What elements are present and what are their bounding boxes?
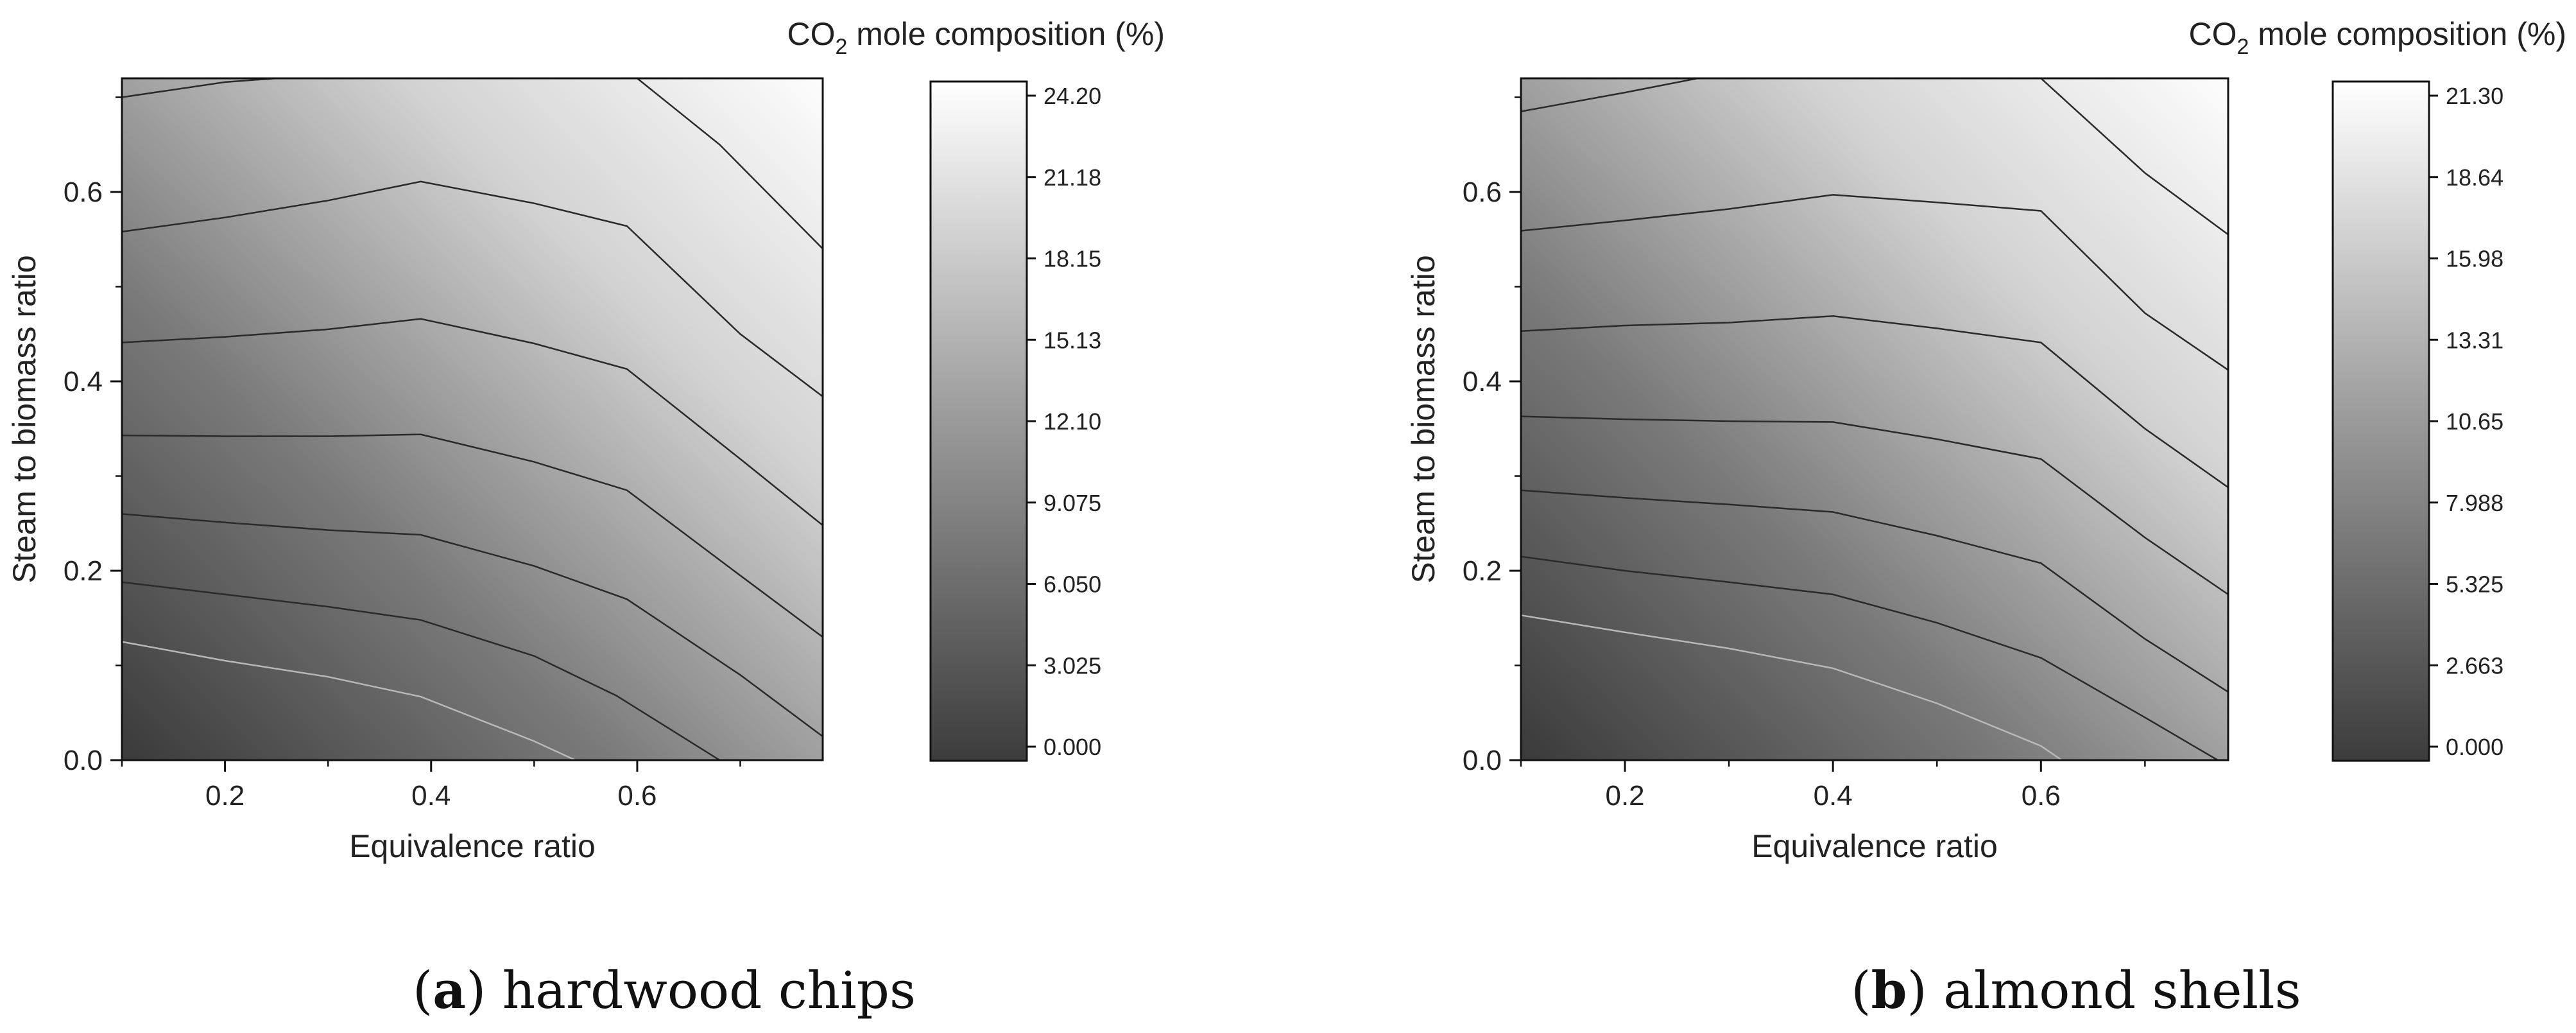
contour-line [637, 78, 823, 250]
colorbar-tick-label: 21.30 [2446, 83, 2503, 109]
colorbar-tick-label: 18.64 [2446, 164, 2503, 191]
y-tick-label: 0.0 [64, 745, 103, 776]
contour-line [121, 433, 823, 638]
colorbar-tick-label: 21.18 [1043, 164, 1101, 191]
x-tick-label: 0.4 [411, 780, 451, 812]
y-tick-label: 0.2 [1463, 555, 1502, 587]
colorbar-tick-label: 2.663 [2446, 652, 2503, 679]
colorbar-tick-label: 9.075 [1043, 490, 1101, 516]
colorbar-b [2331, 80, 2430, 762]
y-tick-label: 0.6 [64, 177, 103, 208]
plot-frame-a [121, 77, 824, 761]
contour-line [121, 641, 576, 761]
x-axis-label-a: Equivalence ratio [349, 828, 596, 864]
contour-lines-b [1520, 77, 2229, 761]
contour-line [1520, 415, 2229, 595]
contour-line [1520, 77, 1698, 112]
colorbar-ticks-b: 0.000 2.663 5.325 7.988 10.65 13.31 15.98 18.64… [2429, 83, 2503, 760]
colorbar-tick-label: 12.10 [1043, 408, 1101, 435]
y-tick-label: 0.4 [64, 366, 103, 397]
y-tick-label: 0.4 [1463, 366, 1502, 397]
contour-line [121, 180, 823, 397]
colorbar-title-b: CO2 mole composition (%) [2188, 16, 2566, 59]
contour-line [1520, 194, 2229, 371]
colorbar-tick-label: 0.000 [1043, 734, 1101, 760]
x-tick-label: 0.4 [1814, 780, 1853, 812]
colorbar-tick-label: 0.000 [2446, 734, 2503, 760]
x-tick-label: 0.6 [617, 780, 657, 812]
plot-area-b [1520, 77, 2229, 761]
contour-line [121, 581, 721, 761]
contour-line [1520, 315, 2229, 489]
colorbar-tick-label: 7.988 [2446, 490, 2503, 516]
colorbar-tick-label: 10.65 [2446, 408, 2503, 435]
axis-ticks-b: 0.2 0.4 0.6 0.0 0.2 0.4 0.6 [1463, 96, 2146, 812]
colorbar-tick-label: 5.325 [2446, 571, 2503, 598]
plot-area-a [121, 77, 824, 761]
colorbar-title-a: CO2 mole composition (%) [787, 16, 1165, 59]
colorbar-tick-label: 15.98 [2446, 246, 2503, 272]
y-tick-label: 0.6 [1463, 177, 1502, 208]
x-tick-label: 0.2 [205, 780, 245, 812]
contour-lines-a [121, 77, 823, 761]
contour-line [1520, 489, 2229, 693]
x-tick-label: 0.2 [1605, 780, 1644, 812]
y-axis-label-a: Steam to biomass ratio [6, 255, 42, 583]
y-tick-label: 0.0 [1463, 745, 1502, 776]
caption-a: (a) hardwood chips [413, 960, 916, 1020]
contour-line [2040, 78, 2229, 236]
caption-b: (b) almond shells [1851, 960, 2301, 1020]
colorbar-tick-label: 15.13 [1043, 327, 1101, 353]
y-axis-label-b: Steam to biomass ratio [1405, 255, 1441, 583]
contour-line [121, 318, 823, 526]
colorbar-a [929, 80, 1028, 762]
contour-fill-a [122, 78, 823, 760]
panel-a: 0.2 0.4 0.60.00.20.40.6 Equivalence ratio … [6, 16, 1165, 1020]
contour-line [1520, 614, 2063, 761]
plot-frame-b [1520, 77, 2229, 761]
axis-ticks-a: 0.2 0.4 0.6 0.0 0.2 0.4 0.6 [64, 96, 741, 812]
colorbar-tick-label: 3.025 [1043, 652, 1101, 679]
x-axis-label-b: Equivalence ratio [1751, 828, 1998, 864]
panel-b: 0.2 0.4 0.60.00.20.40.6 Equivalence ratio … [1405, 16, 2566, 1020]
y-tick-label: 0.2 [64, 555, 103, 587]
x-tick-label: 0.6 [2022, 780, 2061, 812]
colorbar-tick-label: 13.31 [2446, 327, 2503, 353]
colorbar-ticks-a: 0.000 3.025 6.050 9.075 12.10 15.13 18.15 21.18… [1027, 83, 1101, 760]
contour-line [1520, 555, 2219, 761]
colorbar-tick-label: 24.20 [1043, 83, 1101, 109]
colorbar-tick-label: 6.050 [1043, 571, 1101, 598]
contour-line [121, 513, 823, 738]
colorbar-tick-label: 18.15 [1043, 246, 1101, 272]
contour-line [121, 77, 277, 98]
